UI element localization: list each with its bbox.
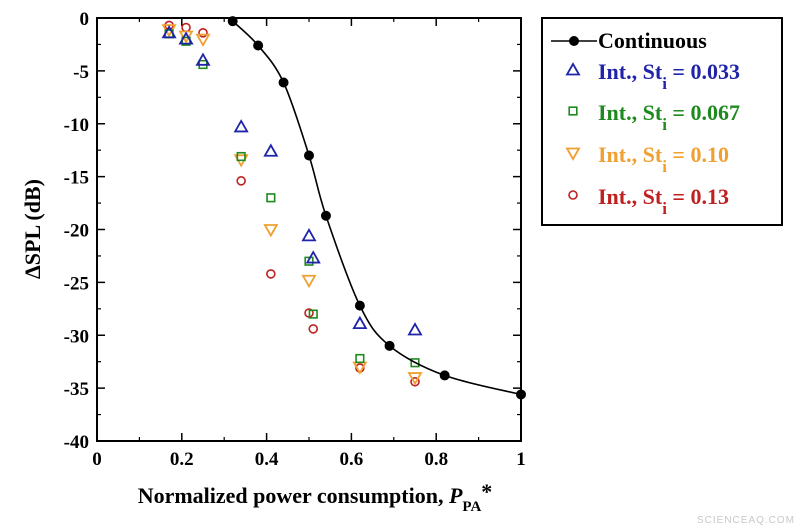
data-point [439, 370, 450, 381]
legend-marker [568, 106, 578, 116]
data-series [161, 16, 526, 400]
tick-labels: 0 0.2 0.4 0.6 0.8 1 0 -5 -10 -15 -20 -25 -30 -35 -40 [64, 9, 526, 470]
y-tick-label: -20 [64, 221, 89, 242]
data-point [308, 324, 319, 334]
legend-label-value: = 0.033 [667, 59, 740, 84]
legend-marker [565, 147, 581, 161]
data-point [161, 24, 177, 39]
legend-label-main: Continuous [598, 28, 707, 53]
data-point [407, 322, 423, 336]
y-tick-label: -40 [64, 432, 89, 453]
data-point [355, 353, 365, 364]
legend-label-value: = 0.10 [667, 142, 729, 167]
data-point [320, 210, 331, 221]
x-tick-label: 0.2 [170, 449, 194, 470]
legend-label-main: Int., St [598, 184, 663, 209]
axis-titles: Normalized power consumption, PPA* ΔSPL (… [20, 179, 492, 515]
data-point [227, 16, 238, 27]
data-point [253, 40, 264, 51]
legend-label-subscript: i [662, 157, 667, 176]
x-axis-title-suffix: * [481, 479, 492, 504]
data-point [407, 372, 423, 386]
legend-marker [569, 36, 579, 46]
data-point [195, 52, 211, 66]
x-tick-label: 0.8 [424, 449, 448, 470]
y-axis-title: ΔSPL (dB) [20, 179, 45, 279]
data-point [278, 77, 289, 88]
y-tick-label: -25 [64, 273, 89, 294]
x-tick-label: 0.6 [340, 449, 364, 470]
legend-label-value: = 0.13 [667, 184, 729, 209]
data-point [301, 274, 317, 289]
legend-label-main: Int., St [598, 142, 663, 167]
x-tick-label: 0.4 [255, 449, 279, 470]
legend-label: Int., Sti = 0.067 [598, 100, 740, 134]
legend-item-continuous: Continuous [551, 28, 707, 53]
data-point [181, 22, 191, 33]
watermark: SCIENCEAQ.COM [697, 515, 795, 526]
series-continuous [227, 16, 526, 400]
data-point [266, 269, 276, 279]
data-point [233, 119, 249, 133]
legend-label-main: Int., St [598, 59, 663, 84]
legend-label-subscript: i [662, 74, 667, 93]
legend-label-value: = 0.067 [667, 100, 740, 125]
data-point [354, 300, 365, 311]
legend-label: Continuous [598, 28, 707, 53]
data-point [384, 340, 395, 351]
tick-marks [96, 17, 522, 442]
x-tick-label: 1 [516, 449, 526, 470]
legend-label: Int., Sti = 0.033 [598, 59, 740, 93]
y-tick-label: -30 [64, 326, 89, 347]
legend-marker [568, 190, 578, 200]
series-line [232, 20, 522, 396]
data-point [304, 150, 314, 161]
y-tick-label: -5 [73, 62, 89, 83]
legend-item-int-st-013: Int., Sti = 0.13 [568, 184, 729, 218]
legend-item-int-st-0067: Int., Sti = 0.067 [568, 100, 740, 134]
data-point [301, 228, 317, 242]
series-int-st-0033 [161, 24, 423, 336]
data-point [266, 193, 276, 203]
y-tick-label: 0 [80, 9, 90, 30]
legend-label-main: Int., St [598, 100, 663, 125]
series-int-st-013 [164, 20, 420, 387]
legend-label: Int., Sti = 0.10 [598, 142, 729, 176]
data-point [198, 28, 208, 38]
data-point [236, 151, 246, 162]
data-point [410, 358, 420, 368]
data-point [263, 224, 279, 238]
y-tick-label: -10 [64, 115, 89, 136]
legend-item-int-st-0033: Int., Sti = 0.033 [565, 59, 740, 93]
legend-label-subscript: i [662, 199, 667, 218]
x-axis-title-text: Normalized power consumption, [138, 483, 449, 508]
y-tick-label: -15 [64, 168, 89, 189]
x-axis-title: Normalized power consumption, PPA* [138, 479, 493, 515]
series-int-st-010 [161, 24, 423, 386]
legend-box [541, 17, 783, 226]
data-point [195, 33, 211, 47]
x-tick-label: 0 [92, 449, 102, 470]
legend-label-subscript: i [662, 115, 667, 134]
y-tick-label: -35 [64, 379, 89, 400]
data-point [305, 250, 321, 264]
legend-item-int-st-010: Int., Sti = 0.10 [565, 142, 729, 176]
x-axis-title-symbol: P [448, 483, 463, 508]
legend-label: Int., Sti = 0.13 [598, 184, 729, 218]
data-point [516, 389, 526, 400]
data-point [236, 176, 246, 186]
data-point [352, 315, 368, 330]
legend-marker [565, 62, 581, 76]
data-point [263, 143, 279, 157]
x-axis-title-subscript: PA [462, 499, 481, 515]
series-int-st-0067 [164, 29, 420, 368]
data-point [304, 256, 314, 266]
data-point [178, 31, 194, 45]
data-point [308, 309, 318, 319]
data-point [410, 376, 420, 387]
